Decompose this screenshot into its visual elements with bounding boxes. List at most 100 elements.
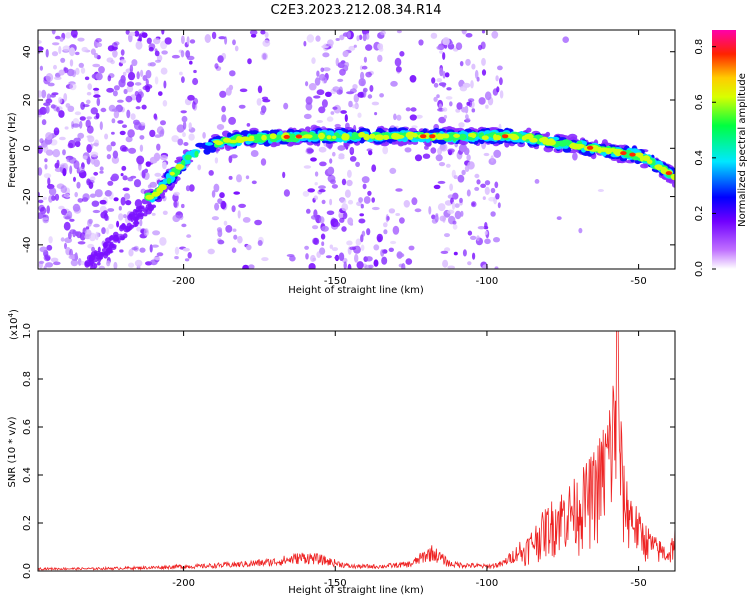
- heatmap-noise-cell: [355, 161, 360, 167]
- heatmap-noise-cell: [455, 42, 463, 50]
- heatmap-noise-cell: [85, 226, 90, 230]
- heatmap-noise-cell: [134, 259, 143, 267]
- heatmap-noise-cell: [308, 263, 316, 269]
- heatmap-noise-cell: [341, 178, 347, 186]
- heatmap-noise-cell: [69, 83, 77, 91]
- heatmap-noise-cell: [347, 199, 354, 205]
- heatmap-noise-cell: [121, 165, 127, 171]
- heatmap-noise-cell: [347, 169, 352, 178]
- heatmap-noise-cell: [356, 261, 364, 269]
- heatmap-noise-cell: [193, 69, 197, 74]
- heatmap-noise-cell: [353, 44, 357, 48]
- heatmap-noise-cell: [91, 200, 100, 207]
- heatmap-noise-cell: [135, 106, 141, 110]
- heatmap-noise-cell: [77, 241, 86, 245]
- heatmap-noise-cell: [474, 173, 480, 179]
- heatmap-noise-cell: [283, 102, 289, 110]
- heatmap-noise-cell: [466, 189, 471, 197]
- heatmap-noise-cell: [334, 123, 341, 128]
- heatmap-noise-cell: [86, 91, 92, 96]
- heatmap-noise-cell: [437, 203, 446, 212]
- heatmap-noise-cell: [123, 193, 131, 200]
- heatmap-noise-cell: [89, 193, 96, 198]
- heatmap-noise-cell: [302, 190, 310, 197]
- heatmap-noise-cell: [139, 219, 143, 227]
- heatmap-noise-cell: [305, 96, 313, 105]
- colorbar-tick-label: 0.4: [694, 150, 705, 166]
- heatmap-noise-cell: [334, 256, 340, 260]
- heatmap-ridge-cell: [526, 127, 532, 133]
- heatmap-noise-cell: [383, 222, 388, 228]
- heatmap-noise-cell: [249, 30, 258, 36]
- heatmap-noise-cell: [161, 50, 168, 55]
- heatmap-noise-cell: [481, 30, 486, 34]
- heatmap-noise-cell: [347, 263, 352, 269]
- snr-ylabel: SNR (10 * v/v): [7, 416, 18, 487]
- heatmap-noise-cell: [380, 249, 385, 257]
- heatmap-noise-cell: [112, 90, 118, 97]
- heatmap-noise-cell: [472, 252, 476, 260]
- heatmap-noise-cell: [392, 225, 400, 235]
- y-tick-label: 1.0: [22, 323, 33, 339]
- heatmap-noise-cell: [99, 121, 103, 131]
- heatmap-ridge-cell: [391, 140, 397, 145]
- y-tick-label: 0.8: [22, 371, 33, 387]
- heatmap-noise-cell: [231, 205, 236, 213]
- heatmap-noise-cell: [38, 212, 44, 219]
- heatmap-noise-cell: [119, 249, 124, 253]
- heatmap-noise-cell: [116, 220, 120, 228]
- heatmap-noise-cell: [207, 248, 215, 255]
- heatmap-ridge-cell: [437, 134, 444, 140]
- heatmap-noise-cell: [93, 52, 99, 59]
- heatmap-noise-cell: [74, 191, 78, 198]
- heatmap-noise-cell: [411, 125, 418, 129]
- heatmap-ridge-cell: [151, 191, 161, 197]
- heatmap-noise-cell: [428, 206, 432, 215]
- heatmap-noise-cell: [136, 226, 142, 232]
- heatmap-noise-cell: [48, 236, 53, 244]
- heatmap-noise-cell: [145, 69, 152, 79]
- heatmap-noise-cell: [182, 121, 187, 130]
- heatmap-noise-cell: [358, 197, 363, 203]
- heatmap-noise-cell: [229, 70, 236, 77]
- heatmap-noise-cell: [232, 228, 237, 232]
- snr-multiplier-base: (x10: [9, 317, 20, 340]
- heatmap-ridge-cell: [507, 135, 515, 139]
- heatmap-noise-cell: [371, 206, 380, 211]
- y-tick-label: 0.0: [22, 563, 33, 579]
- heatmap-noise-cell: [261, 257, 269, 262]
- heatmap-noise-cell: [431, 218, 438, 224]
- heatmap-noise-cell: [478, 44, 483, 51]
- heatmap-noise-cell: [54, 76, 62, 80]
- heatmap-noise-cell: [371, 164, 377, 172]
- heatmap-ridge-cell: [642, 155, 651, 162]
- heatmap-noise-cell: [60, 185, 67, 194]
- heatmap-noise-cell: [311, 57, 316, 64]
- heatmap-noise-cell: [470, 80, 474, 89]
- heatmap-noise-cell: [304, 245, 309, 250]
- heatmap-noise-cell: [415, 114, 423, 119]
- heatmap-noise-cell: [490, 211, 496, 217]
- heatmap-frame: [37, 29, 676, 270]
- heatmap-noise-cell: [339, 217, 345, 223]
- heatmap-noise-cell: [499, 90, 504, 99]
- heatmap-ridge-cell: [454, 128, 460, 133]
- heatmap-noise-cell: [312, 237, 318, 245]
- heatmap-noise-cell: [433, 96, 438, 102]
- heatmap-noise-cell: [233, 191, 240, 195]
- heatmap-noise-cell: [51, 195, 56, 201]
- heatmap-noise-cell: [460, 210, 464, 217]
- heatmap-noise-cell: [468, 100, 473, 108]
- heatmap-noise-cell: [59, 136, 66, 141]
- heatmap-noise-cell: [72, 203, 81, 212]
- heatmap-noise-cell: [182, 247, 190, 252]
- heatmap-noise-cell: [126, 85, 134, 93]
- heatmap-noise-cell: [174, 256, 179, 260]
- heatmap-noise-cell: [399, 217, 405, 224]
- heatmap-noise-cell: [73, 176, 76, 182]
- heatmap-ridge-cell: [261, 130, 271, 134]
- heatmap-noise-cell: [476, 235, 480, 242]
- heatmap-noise-cell: [408, 245, 415, 251]
- heatmap-noise-cell: [140, 69, 144, 77]
